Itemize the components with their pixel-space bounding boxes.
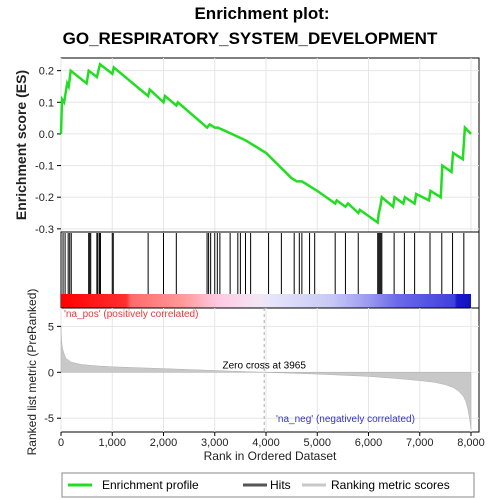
hit-markers — [62, 233, 465, 294]
metric-panel: Zero cross at 3965 'na_pos' (positively … — [25, 289, 485, 463]
metric-x-ticks: 0 1,000 2,000 3,000 4,000 5,000 6,000 7,000 8,00… — [58, 432, 485, 449]
enrichment-profile-line — [59, 62, 472, 225]
x-tick-label: 0 — [58, 437, 64, 449]
x-tick-label: 6,000 — [355, 437, 383, 449]
es-y-ticks: 0.2 0.1 0.0 -0.1 -0.2 -0.3 — [35, 66, 61, 236]
metric-y-tick-label: 0 — [48, 367, 54, 379]
x-tick-label: 2,000 — [150, 437, 178, 449]
legend: Enrichment profile Hits Ranking metric s… — [61, 472, 475, 498]
negative-correlation-label: 'na_neg' (negatively correlated) — [276, 414, 415, 425]
legend-label-hits: Hits — [270, 478, 291, 492]
chart-title-line2: GO_RESPIRATORY_SYSTEM_DEVELOPMENT — [63, 29, 438, 48]
metric-y-tick-label: 5 — [48, 321, 54, 333]
x-tick-label: 7,000 — [406, 437, 434, 449]
x-tick-label: 3,000 — [201, 437, 229, 449]
metric-y-axis-label: Ranked list metric (PreRanked) — [25, 289, 39, 456]
x-tick-label: 1,000 — [98, 437, 126, 449]
es-y-tick-label: -0.1 — [35, 161, 54, 173]
legend-label-ranking-metric: Ranking metric scores — [331, 478, 450, 492]
ranking-metric-area — [60, 326, 472, 430]
es-gridlines — [60, 58, 479, 232]
es-y-axis-label: Enrichment score (ES) — [13, 70, 29, 220]
x-tick-label: 4,000 — [252, 437, 280, 449]
es-y-tick-label: 0.1 — [39, 97, 54, 109]
x-axis-label: Rank in Ordered Dataset — [204, 449, 337, 463]
ranking-color-bar — [61, 294, 471, 308]
es-panel-frame — [60, 57, 480, 233]
es-y-tick-label: 0.2 — [39, 66, 54, 78]
metric-y-tick-label: -5 — [44, 413, 54, 425]
x-tick-label: 8,000 — [457, 437, 485, 449]
chart-title-line1: Enrichment plot: — [194, 4, 329, 23]
x-tick-label: 5,000 — [303, 437, 331, 449]
positive-correlation-label: 'na_pos' (positively correlated) — [64, 309, 198, 320]
es-panel: 0.2 0.1 0.0 -0.1 -0.2 -0.3 Enrichment score (… — [13, 57, 480, 236]
es-y-tick-label: 0.0 — [39, 129, 54, 141]
legend-label-enrichment-profile: Enrichment profile — [102, 478, 199, 492]
es-y-tick-label: -0.2 — [35, 192, 54, 204]
zero-cross-label: Zero cross at 3965 — [223, 360, 307, 371]
metric-y-ticks: 5 0 -5 — [44, 321, 61, 425]
es-y-tick-label: -0.3 — [35, 224, 54, 236]
hits-panel — [60, 231, 480, 309]
legend-box — [61, 472, 475, 498]
